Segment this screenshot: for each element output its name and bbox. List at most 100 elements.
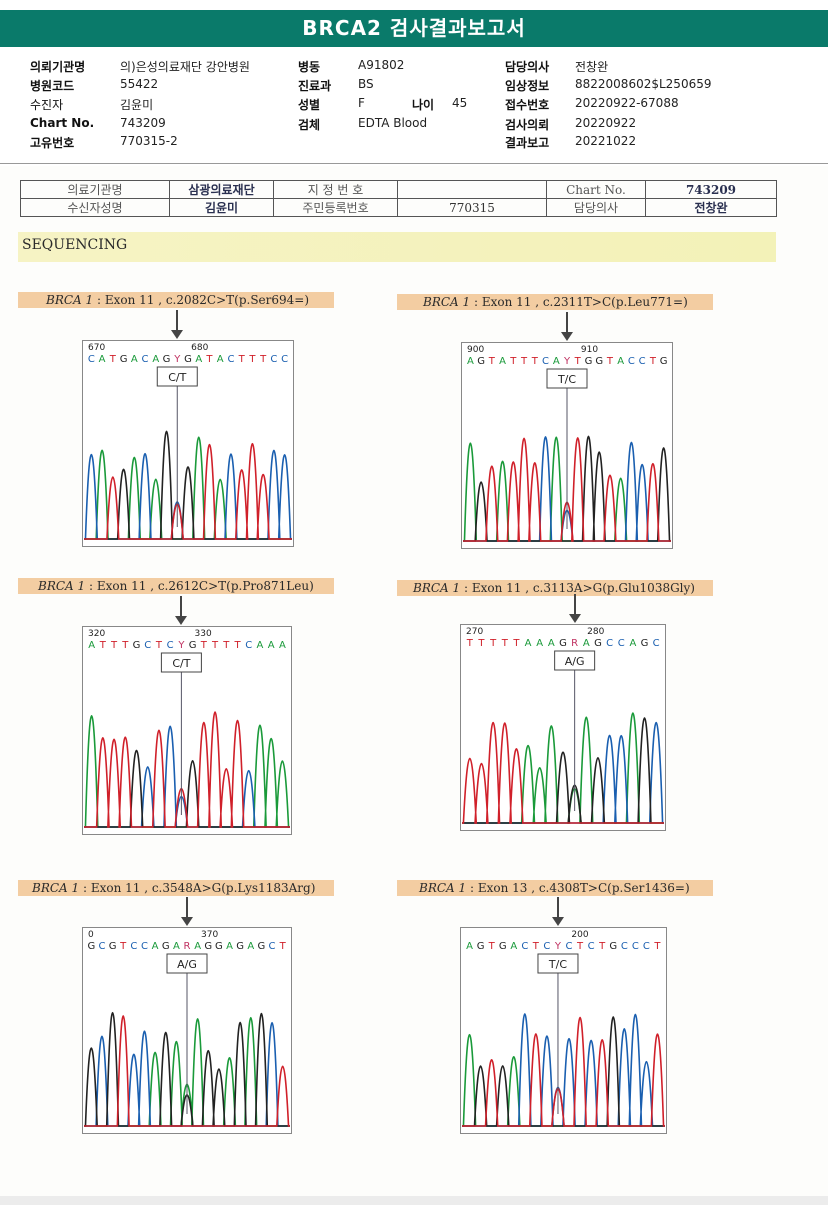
pt-label-doctor: 담당의사 — [546, 198, 646, 217]
base-call: G — [162, 941, 170, 952]
variant-arrowhead-icon — [181, 917, 193, 926]
pt-label-resident-no: 주민등록번호 — [273, 198, 398, 217]
base-call: C — [98, 941, 105, 952]
value-sex: F — [358, 96, 365, 110]
label-hospital-code: 병원코드 — [30, 79, 75, 93]
label-age: 나이 — [412, 98, 435, 112]
pt-label-institution: 의료기관명 — [20, 180, 170, 199]
base-call: G — [585, 356, 593, 367]
base-call: T — [574, 356, 582, 367]
header-divider — [0, 163, 828, 164]
base-call: C — [144, 640, 151, 651]
value-chart-no: 743209 — [120, 116, 166, 130]
base-call: T — [606, 356, 614, 367]
variant-label-2: BRCA 1 : Exon 11 , c.2311T>C(p.Leu771=) — [397, 294, 713, 310]
base-call: A — [194, 941, 201, 952]
base-call: G — [641, 638, 649, 649]
base-call: T — [466, 638, 474, 649]
info-row-1: 의뢰기관명 의)은성의료재단 강안병원 병동 A91802 담당의사 전창완 — [30, 58, 810, 74]
base-call: A — [268, 640, 275, 651]
sequencing-section-title: SEQUENCING — [22, 237, 128, 253]
base-call: T — [488, 941, 496, 952]
base-call: G — [184, 354, 192, 365]
report-title: BRCA2 검사결과보고서 — [0, 10, 828, 47]
variant-arrowhead-icon — [551, 917, 564, 926]
base-call: T — [248, 354, 256, 365]
value-requesting-institution: 의)은성의료재단 강안병원 — [120, 60, 250, 74]
variant-call-box — [156, 366, 198, 387]
pt-label-designation-no: 지 정 번 호 — [273, 180, 398, 199]
trace-C — [84, 1022, 290, 1127]
variant-arrowhead-icon — [175, 616, 188, 625]
variant-gene: BRCA 1 — [32, 881, 80, 895]
base-call: C — [542, 356, 549, 367]
base-call: A — [583, 638, 590, 649]
variant-call-label: T/C — [557, 373, 576, 386]
patient-info-table: 의료기관명 삼광의료재단 지 정 번 호 Chart No. 743209 수신… — [20, 180, 777, 217]
pt-value-resident-no: 770315 — [397, 198, 547, 217]
value-ward: A91802 — [358, 58, 405, 72]
base-call: T — [576, 941, 584, 952]
variant-arrowhead-icon — [171, 330, 184, 339]
base-call: T — [279, 941, 287, 952]
pt-value-chart-no: 743209 — [645, 180, 777, 199]
chromatogram-panel-6: 200 A G T G A C T C Y C T C T G C C C T T/C — [460, 927, 667, 1134]
pt-value-doctor: 전창완 — [645, 198, 777, 217]
base-call: A — [131, 354, 138, 365]
base-call: C — [621, 941, 628, 952]
label-sex: 성별 — [298, 98, 321, 112]
variant-description: : Exon 11 , c.2612C>T(p.Pro871Leu) — [85, 579, 314, 593]
base-call: C — [618, 638, 625, 649]
base-call: C — [643, 941, 650, 952]
label-department: 진료과 — [298, 79, 332, 93]
base-call: A — [553, 356, 560, 367]
position-label: 0 — [88, 930, 94, 940]
base-call: T — [119, 941, 127, 952]
base-call: C — [543, 941, 550, 952]
base-call: T — [259, 354, 267, 365]
label-patient: 수진자 — [30, 98, 64, 112]
label-doctor: 담당의사 — [505, 60, 550, 74]
variant-arrow-icon — [556, 897, 559, 919]
trace-C — [463, 436, 671, 542]
info-row-4: Chart No. 743209 검체 EDTA Blood 검사의뢰 2022… — [30, 116, 810, 132]
base-call: A — [629, 638, 636, 649]
base-call: R — [184, 941, 191, 952]
base-call: A — [217, 354, 224, 365]
base-call: A — [88, 640, 95, 651]
chromatogram-panel-4: 270 280 T T T T T A A A G R A G C C A G C A/G — [460, 624, 666, 831]
position-label: 200 — [571, 930, 588, 940]
base-call: A — [195, 354, 202, 365]
base-call: C — [142, 354, 149, 365]
info-row-2: 병원코드 55422 진료과 BS 임상정보 8822008602$L25065… — [30, 77, 810, 93]
variant-arrowhead-icon — [561, 332, 573, 341]
value-result-report: 20221022 — [575, 134, 637, 148]
variant-call-label: T/C — [548, 958, 567, 971]
base-call: A — [466, 941, 473, 952]
base-call: T — [233, 640, 241, 651]
base-call: A — [257, 640, 264, 651]
pt-value-institution: 삼광의료재단 — [169, 180, 274, 199]
base-call: C — [632, 941, 639, 952]
base-call: G — [215, 941, 223, 952]
pt-value-designation-no — [397, 180, 547, 199]
base-call: A — [499, 356, 506, 367]
value-clinical-info: 8822008602$L250659 — [575, 77, 712, 91]
variant-arrow-icon — [573, 594, 576, 616]
base-call: A — [226, 941, 233, 952]
chromatogram-panel-2: 900 910 A G T A T T T C A Y T G G T A C C T G T/C — [461, 342, 673, 549]
label-clinical-info: 임상정보 — [505, 79, 550, 93]
variant-gene: BRCA 1 — [419, 881, 467, 895]
base-call: T — [121, 640, 129, 651]
base-call: R — [571, 638, 578, 649]
base-call: A — [173, 941, 180, 952]
variant-description: : Exon 11 , c.3548A>G(p.Lys1183Arg) — [79, 881, 316, 895]
position-label: 910 — [581, 345, 598, 355]
base-call: T — [155, 640, 163, 651]
trace-C — [462, 722, 664, 824]
base-call: C — [521, 941, 528, 952]
base-call: A — [617, 356, 624, 367]
trace-G — [84, 430, 292, 540]
